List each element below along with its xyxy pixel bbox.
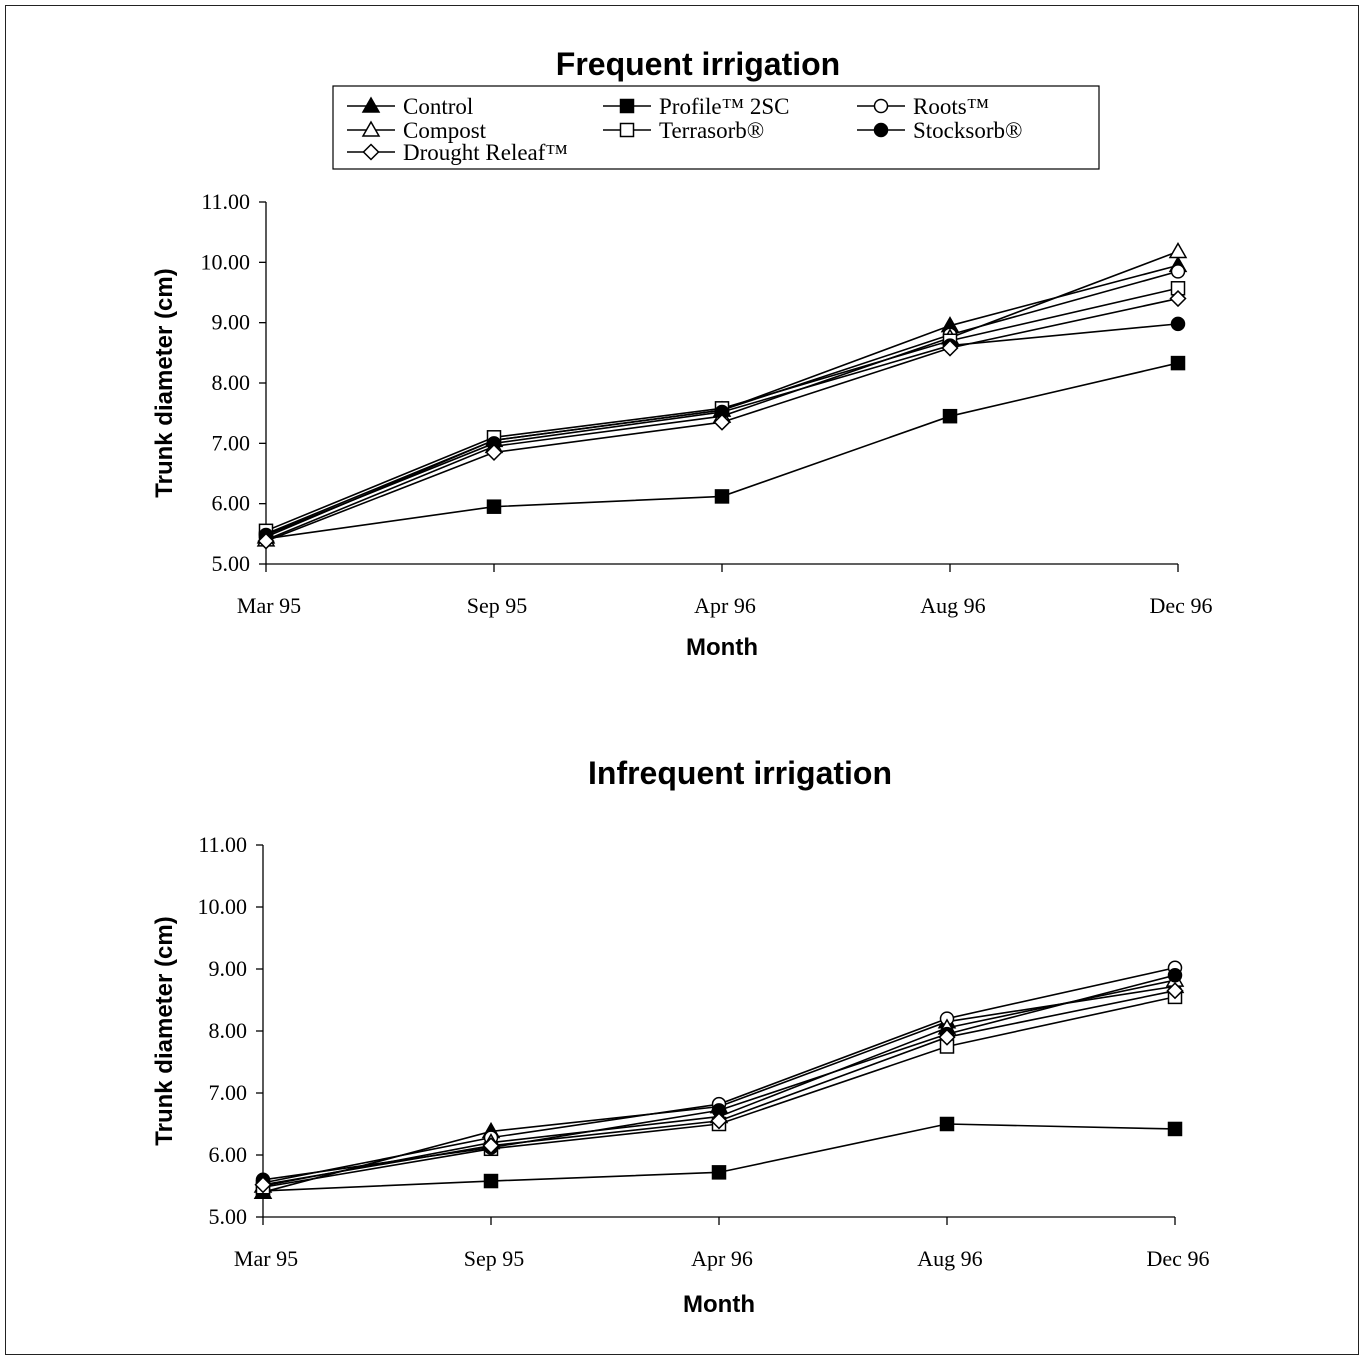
chart-1: Frequent irrigation 5.00 6.00 7.00 8.00 9.00 1… [151, 46, 1212, 661]
data-point [483, 1173, 499, 1189]
legend-item-compost: Compost [347, 118, 487, 143]
x-tick-label: Aug 96 [920, 593, 985, 618]
y-axis-label: Trunk diameter (cm) [151, 916, 178, 1145]
legend-marker [873, 122, 889, 138]
y-tick-label: 6.00 [209, 1142, 248, 1167]
legend-item-terrasorb: Terrasorb® [603, 118, 764, 143]
legend-box [332, 85, 1100, 170]
data-point [1168, 241, 1188, 259]
legend-item-stocksorb: Stocksorb® [857, 118, 1022, 143]
legend-label: Compost [403, 118, 487, 143]
legend-item-roots: Roots™ [857, 94, 989, 119]
series-profile-2sc [258, 355, 1186, 546]
legend-item-control: Control [347, 94, 473, 119]
series-stocksorb [255, 967, 1183, 1188]
series-drought-releaf [257, 289, 1187, 550]
legend-item-drought-releaf: Drought Releaf™ [347, 140, 568, 165]
series-compost [253, 970, 1185, 1193]
legend-marker [873, 98, 889, 114]
y-tick-label: 5.00 [209, 1204, 248, 1229]
x-tick-label: Dec 96 [1147, 1246, 1210, 1271]
data-point [486, 499, 502, 514]
legend-marker [362, 143, 380, 161]
data-point [1169, 289, 1187, 308]
data-point [714, 489, 730, 504]
x-axis-label: Month [686, 634, 758, 661]
y-tick-label: 9.00 [209, 956, 248, 981]
y-tick-label: 7.00 [209, 1080, 248, 1105]
data-point [485, 443, 503, 461]
y-tick-label: 9.00 [212, 310, 251, 335]
legend-label: Drought Releaf™ [403, 140, 568, 165]
data-point [942, 408, 958, 424]
data-point [1167, 967, 1183, 983]
x-tick-label: Mar 95 [234, 1246, 298, 1271]
series-line [262, 974, 1176, 1181]
data-point [1170, 355, 1186, 371]
series-line [262, 966, 1176, 1184]
data-point [257, 532, 275, 550]
chart-2: Infrequent irrigation 5.00 6.00 7.00 8.00 9.0… [151, 755, 1209, 1318]
x-tick-label: Mar 95 [237, 593, 301, 618]
chart-title: Infrequent irrigation [588, 755, 892, 791]
figure-frame [5, 5, 1359, 1355]
x-tick-label: Apr 96 [694, 593, 756, 618]
series-line [262, 1123, 1176, 1192]
legend-marker [361, 96, 381, 113]
data-point [482, 1137, 500, 1155]
legend-label: Roots™ [913, 94, 989, 119]
chart-title: Frequent irrigation [556, 46, 840, 82]
series-terrasorb [255, 989, 1183, 1195]
legend-item-profile-2sc: Profile™ 2SC [603, 94, 790, 119]
data-point [254, 1176, 272, 1194]
y-tick-label: 5.00 [212, 551, 251, 576]
legend-label: Terrasorb® [659, 118, 764, 143]
series-drought-releaf [254, 982, 1184, 1194]
legend-label: Stocksorb® [913, 118, 1022, 143]
legend-label: Control [403, 94, 473, 119]
legend-marker [361, 120, 381, 137]
y-tick-label: 11.00 [198, 832, 247, 857]
data-point [1170, 264, 1186, 279]
x-tick-label: Aug 96 [917, 1246, 982, 1271]
x-tick-label: Dec 96 [1150, 593, 1213, 618]
data-point [1167, 1121, 1183, 1137]
legend-marker [619, 122, 635, 138]
x-axis-label: Month [683, 1291, 755, 1318]
y-axis-label: Trunk diameter (cm) [151, 268, 178, 497]
legend-label: Profile™ 2SC [659, 94, 790, 119]
data-point [939, 1116, 955, 1132]
data-point [713, 413, 731, 431]
data-point [941, 339, 959, 357]
y-tick-label: 8.00 [212, 370, 251, 395]
series-roots [255, 960, 1183, 1191]
y-tick-label: 8.00 [209, 1018, 248, 1043]
x-tick-label: Sep 95 [467, 593, 528, 618]
legend-marker [619, 98, 635, 114]
data-point [1166, 982, 1184, 1000]
y-tick-label: 10.00 [198, 894, 248, 919]
y-tick-label: 7.00 [212, 430, 251, 455]
series-line [265, 362, 1179, 540]
series-line [262, 996, 1176, 1189]
y-tick-label: 11.00 [201, 189, 250, 214]
x-tick-label: Apr 96 [691, 1246, 753, 1271]
data-point [938, 1028, 956, 1046]
data-point [1170, 316, 1186, 332]
x-tick-label: Sep 95 [464, 1246, 525, 1271]
data-point [710, 1112, 728, 1130]
legend: Control Profile™ 2SC Roots™ Compost Terrasor… [332, 85, 1100, 170]
data-point [711, 1165, 727, 1180]
y-tick-label: 10.00 [201, 249, 251, 274]
y-tick-label: 6.00 [212, 491, 251, 516]
